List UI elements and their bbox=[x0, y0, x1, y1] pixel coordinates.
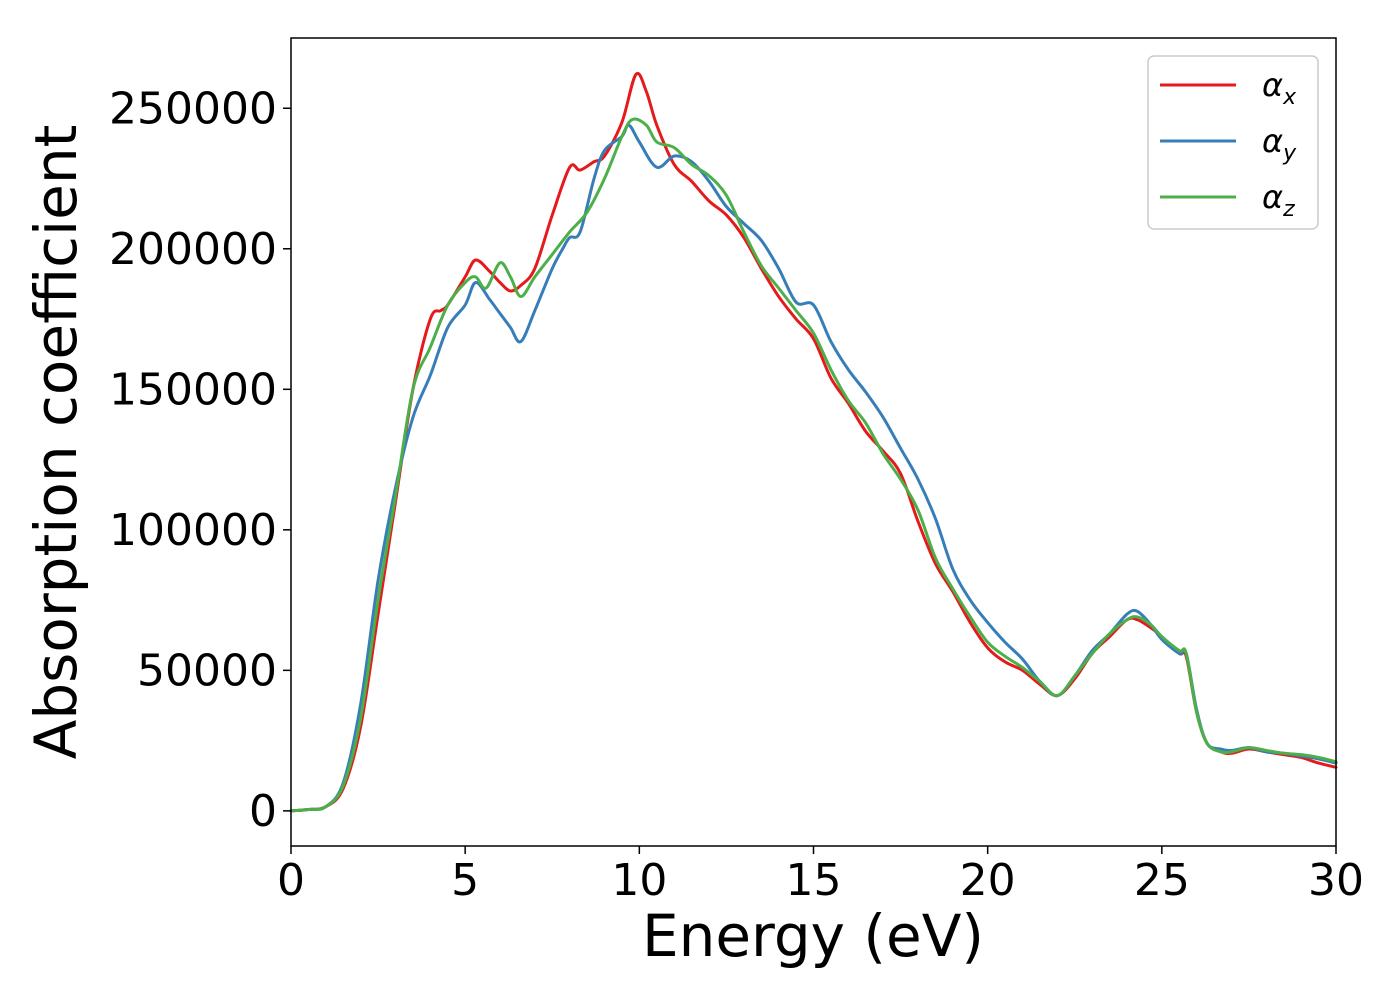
y-tick-label: 100000 bbox=[109, 505, 277, 556]
y-axis-title: Absorption coefficient bbox=[22, 125, 90, 760]
legend-label: αz bbox=[1262, 178, 1295, 222]
y-tick-label: 0 bbox=[249, 786, 277, 837]
y-tick-label: 250000 bbox=[109, 83, 277, 134]
legend-entry-alpha-y: αy bbox=[1160, 122, 1297, 166]
y-tick-label: 150000 bbox=[109, 364, 277, 415]
x-tick-label: 5 bbox=[451, 855, 479, 906]
y-tick-label: 50000 bbox=[137, 645, 277, 696]
x-tick-label: 30 bbox=[1308, 855, 1364, 906]
legend-entries: αx αy αz bbox=[1160, 66, 1297, 222]
x-axis-ticks: 0 5 10 15 20 25 30 bbox=[277, 846, 1364, 906]
x-axis-title: Energy (eV) bbox=[642, 902, 984, 970]
x-tick-label: 10 bbox=[611, 855, 667, 906]
series-layer bbox=[289, 71, 1338, 813]
legend-label: αy bbox=[1262, 122, 1297, 166]
series-line-alpha-z bbox=[289, 117, 1338, 813]
x-tick-label: 25 bbox=[1134, 855, 1190, 906]
x-tick-label: 0 bbox=[277, 855, 305, 906]
x-tick-label: 20 bbox=[960, 855, 1016, 906]
x-tick-label: 15 bbox=[786, 855, 842, 906]
legend-entry-alpha-x: αx bbox=[1160, 66, 1297, 110]
series-line-alpha-y bbox=[289, 123, 1338, 813]
legend-label: αx bbox=[1262, 66, 1297, 110]
legend-entry-alpha-z: αz bbox=[1160, 178, 1295, 222]
legend: αx αy αz bbox=[1147, 55, 1319, 230]
y-tick-label: 200000 bbox=[109, 224, 277, 275]
y-axis-ticks: 0 50000 100000 150000 200000 250000 bbox=[109, 83, 291, 837]
